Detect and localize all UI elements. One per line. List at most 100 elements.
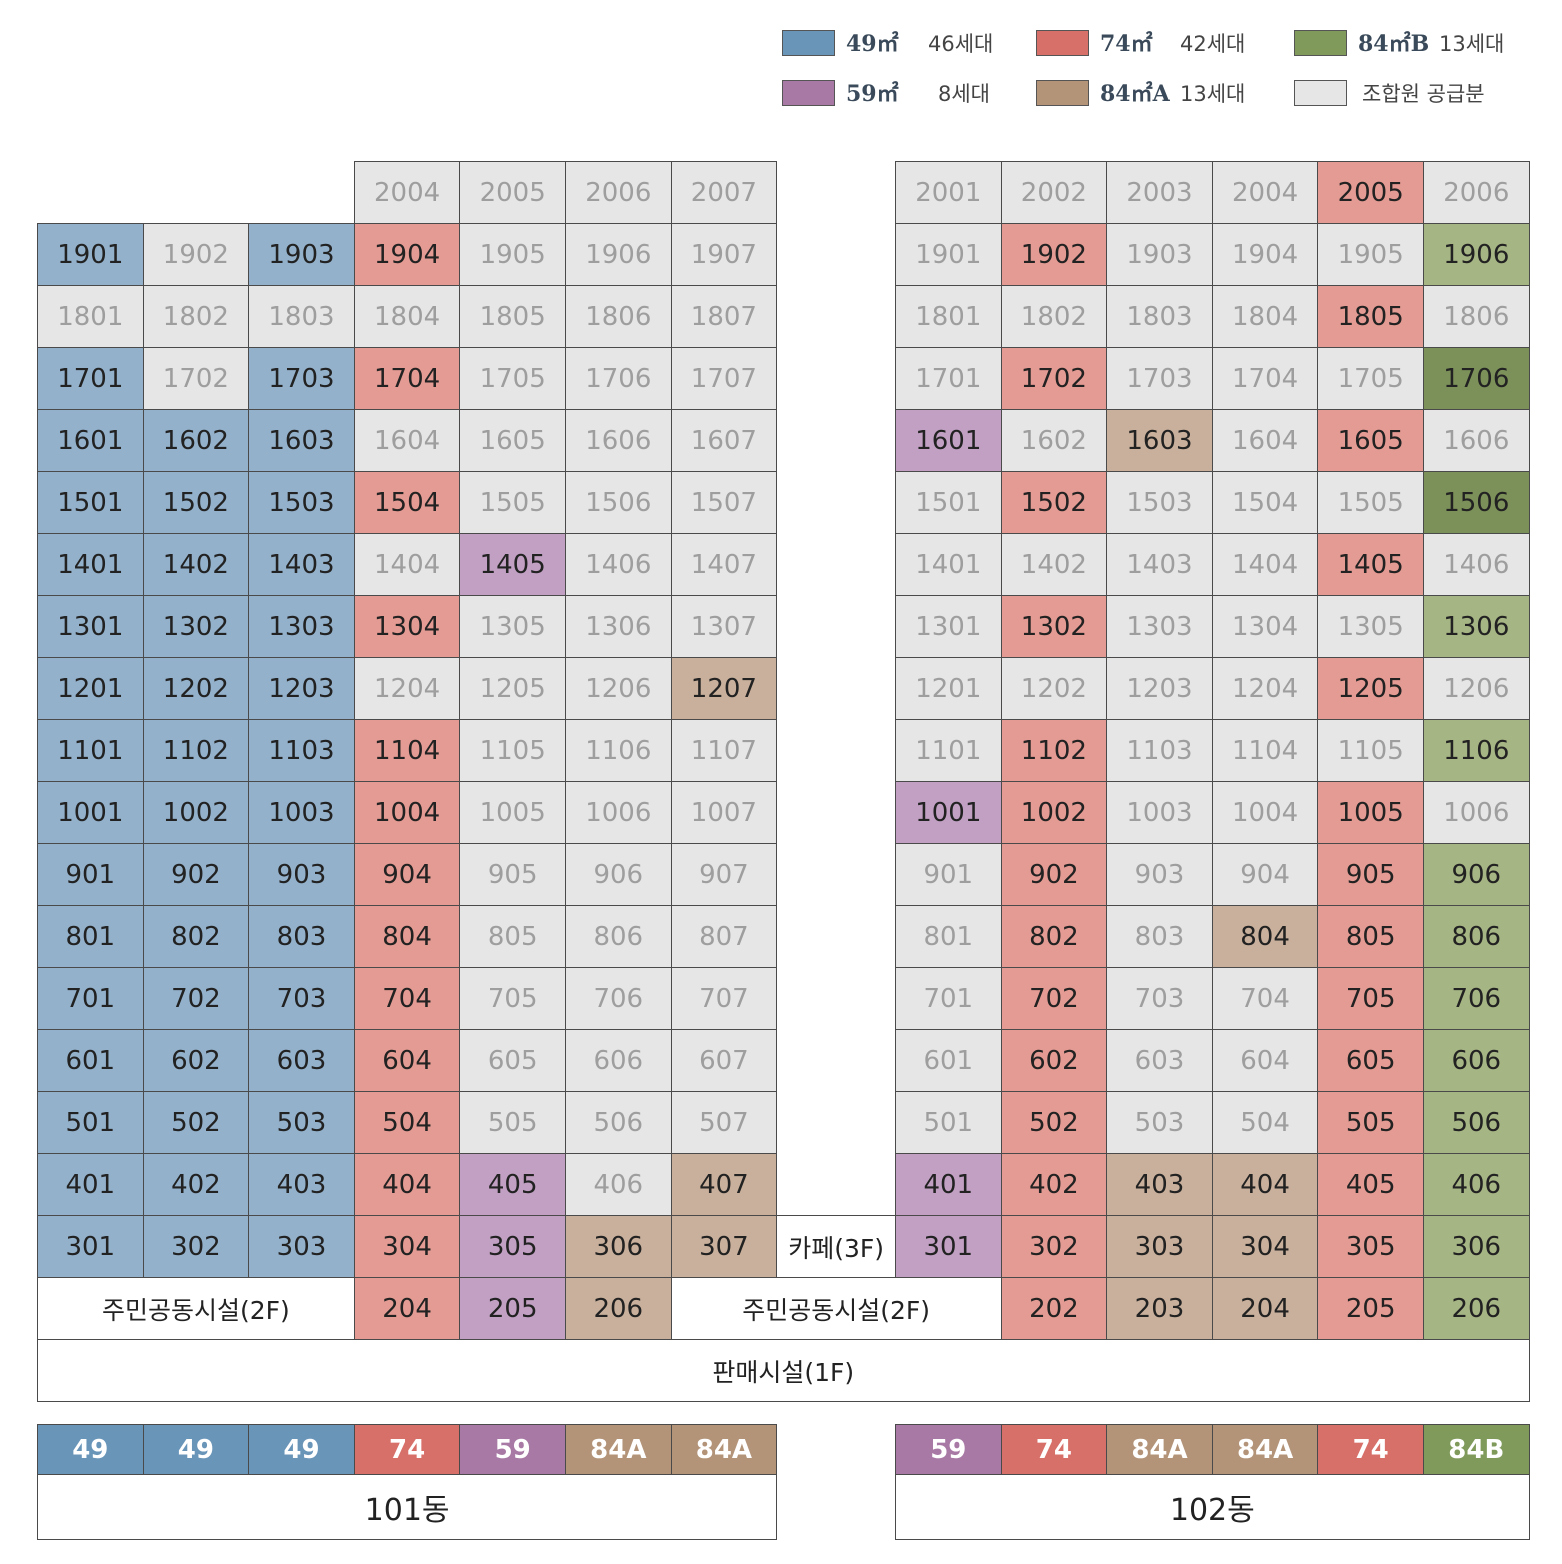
- unit-cell: 306: [565, 1215, 672, 1278]
- unit-cell: 1905: [1317, 223, 1424, 286]
- unit-cell: 1401: [895, 533, 1002, 596]
- unit-cell: 304: [1211, 1215, 1319, 1278]
- unit-cell: 701: [895, 967, 1002, 1030]
- unit-cell: 1107: [670, 719, 778, 782]
- unit-cell: 1907: [670, 223, 778, 286]
- unit-cell: 1704: [1211, 347, 1319, 410]
- unit-cell: 1701: [37, 347, 144, 410]
- unit-cell: 1206: [1423, 657, 1530, 720]
- legend-count: 8세대: [938, 82, 991, 106]
- unit-cell: 703: [248, 967, 355, 1030]
- unit-cell: 206: [1423, 1277, 1530, 1340]
- unit-cell: 505: [1317, 1091, 1424, 1154]
- unit-cell: 502: [142, 1091, 250, 1154]
- unit-cell: 1903: [1106, 223, 1213, 286]
- unit-cell: 702: [142, 967, 250, 1030]
- unit-cell: 1506: [1423, 471, 1530, 534]
- unit-type-label: 84A: [1106, 1424, 1213, 1475]
- unit-cell: 1306: [1423, 595, 1530, 658]
- unit-cell: 1701: [895, 347, 1002, 410]
- legend-size: 84㎡A: [1100, 81, 1170, 107]
- unit-cell: 1501: [895, 471, 1002, 534]
- legend-item-84A: 84㎡A 13세대: [1036, 80, 1276, 108]
- unit-cell: 1105: [459, 719, 566, 782]
- unit-cell: 1704: [353, 347, 461, 410]
- unit-cell: 406: [565, 1153, 672, 1216]
- unit-cell: 1901: [37, 223, 144, 286]
- legend-item-49: 49㎡ 46세대: [782, 30, 1022, 58]
- unit-cell: 1703: [1106, 347, 1213, 410]
- unit-cell: 2003: [1106, 161, 1213, 224]
- unit-cell: 1304: [353, 595, 461, 658]
- unit-cell: 1102: [142, 719, 250, 782]
- unit-cell: 801: [895, 905, 1002, 968]
- unit-cell: 306: [1423, 1215, 1530, 1278]
- unit-cell: 1205: [459, 657, 566, 720]
- unit-cell: 1003: [1106, 781, 1213, 844]
- unit-cell: 302: [142, 1215, 250, 1278]
- unit-cell: 1503: [248, 471, 355, 534]
- unit-cell: 902: [142, 843, 250, 906]
- unit-cell: 1607: [670, 409, 778, 472]
- unit-cell: 1106: [1423, 719, 1530, 782]
- unit-cell: 603: [248, 1029, 355, 1092]
- unit-cell: 1202: [1000, 657, 1108, 720]
- unit-cell: 407: [670, 1153, 778, 1216]
- legend-count: 46세대: [928, 32, 994, 56]
- unit-cell: 1605: [459, 409, 566, 472]
- unit-cell: 1702: [142, 347, 250, 410]
- unit-cell: 805: [459, 905, 566, 968]
- unit-cell: 1706: [565, 347, 672, 410]
- unit-cell: 903: [1106, 843, 1213, 906]
- unit-cell: 1904: [353, 223, 461, 286]
- unit-cell: 1502: [1000, 471, 1108, 534]
- unit-cell: 1001: [37, 781, 144, 844]
- unit-cell: 602: [1000, 1029, 1108, 1092]
- unit-cell: 202: [1000, 1277, 1108, 1340]
- unit-cell: 1204: [1211, 657, 1319, 720]
- unit-cell: 1904: [1211, 223, 1319, 286]
- unit-type-label: 84B: [1423, 1424, 1530, 1475]
- legend-size: 84㎡B: [1358, 31, 1430, 57]
- unit-cell: 301: [37, 1215, 144, 1278]
- unit-cell: 1401: [37, 533, 144, 596]
- unit-cell: 903: [248, 843, 355, 906]
- unit-cell: 605: [459, 1029, 566, 1092]
- unit-cell: 1802: [142, 285, 250, 348]
- legend-count: 13세대: [1180, 82, 1246, 106]
- unit-cell: 1405: [459, 533, 566, 596]
- unit-cell: 1804: [353, 285, 461, 348]
- unit-cell: 1201: [37, 657, 144, 720]
- unit-cell: 804: [1211, 905, 1319, 968]
- legend-swatch: [1036, 30, 1089, 56]
- unit-cell: 301: [895, 1215, 1002, 1278]
- unit-cell: 706: [565, 967, 672, 1030]
- legend-item-59: 59㎡ 8세대: [782, 80, 1022, 108]
- unit-cell: 2007: [670, 161, 778, 224]
- unit-type-label: 84A: [670, 1424, 778, 1475]
- unit-cell: 605: [1317, 1029, 1424, 1092]
- unit-cell: 1505: [459, 471, 566, 534]
- unit-cell: 1103: [1106, 719, 1213, 782]
- unit-cell: 1606: [565, 409, 672, 472]
- unit-cell: 702: [1000, 967, 1108, 1030]
- unit-cell: 1801: [37, 285, 144, 348]
- unit-cell: 1206: [565, 657, 672, 720]
- unit-cell: 904: [1211, 843, 1319, 906]
- legend-count: 조합원 공급분: [1362, 82, 1485, 106]
- legend-swatch: [1036, 80, 1089, 106]
- unit-cell: 506: [1423, 1091, 1530, 1154]
- unit-cell: 1203: [1106, 657, 1213, 720]
- unit-cell: 1504: [353, 471, 461, 534]
- legend-count: 42세대: [1180, 32, 1246, 56]
- unit-cell: 401: [37, 1153, 144, 1216]
- unit-cell: 1506: [565, 471, 672, 534]
- unit-cell: 1004: [1211, 781, 1319, 844]
- unit-cell: 1005: [459, 781, 566, 844]
- unit-cell: 1102: [1000, 719, 1108, 782]
- unit-cell: 1402: [142, 533, 250, 596]
- unit-cell: 405: [1317, 1153, 1424, 1216]
- unit-cell: 707: [670, 967, 778, 1030]
- unit-cell: 1002: [142, 781, 250, 844]
- unit-cell: 504: [1211, 1091, 1319, 1154]
